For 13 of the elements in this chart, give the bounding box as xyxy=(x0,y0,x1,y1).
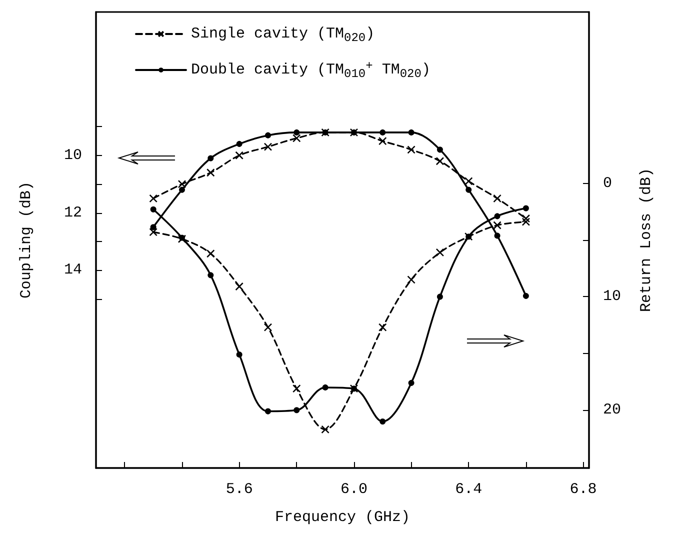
y-tick-label: 14 xyxy=(64,262,82,279)
y-tick-label: 12 xyxy=(64,204,82,222)
x-tick-label: 6.8 xyxy=(570,481,597,498)
y-tick-label: 10 xyxy=(64,146,82,164)
x-axis-title: Frequency (GHz) xyxy=(274,509,410,526)
y2-tick-label: 0 xyxy=(603,174,612,192)
x-tick-label: 5.6 xyxy=(226,481,253,498)
x-tick-label: 6.0 xyxy=(340,481,368,498)
y2-tick-label: 20 xyxy=(603,402,622,419)
x-tick-label: 6.4 xyxy=(455,481,482,498)
y2-axis-title: Return Loss (dB) xyxy=(638,168,655,312)
y2-tick-label: 10 xyxy=(603,288,622,306)
y-axis-title: Coupling (dB) xyxy=(18,181,35,299)
